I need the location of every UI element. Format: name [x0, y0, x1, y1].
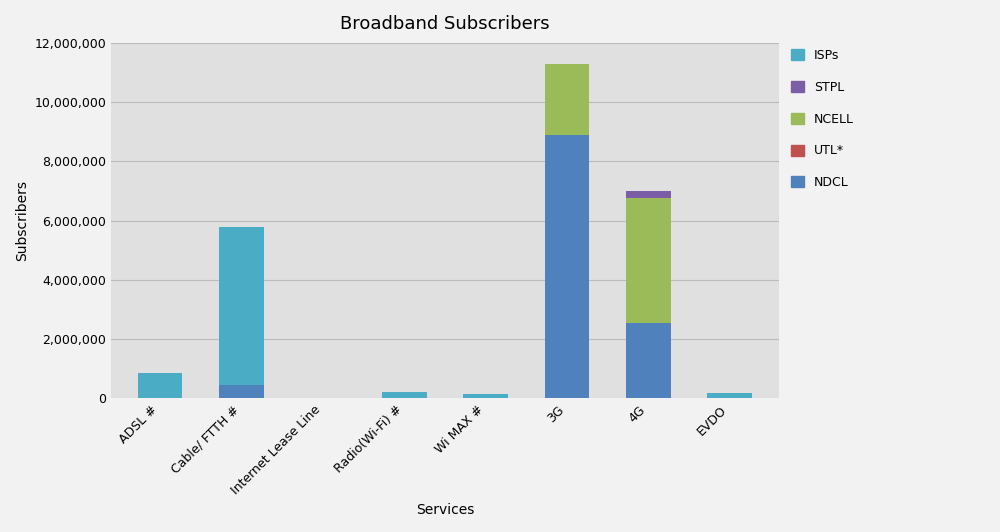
X-axis label: Services: Services — [416, 503, 474, 517]
Bar — [707, 393, 752, 398]
Bar — [300, 397, 345, 398]
Bar — [626, 323, 671, 398]
Bar — [626, 198, 671, 323]
Bar — [138, 373, 182, 398]
Bar — [219, 227, 264, 385]
Bar — [626, 191, 671, 198]
Bar — [463, 394, 508, 398]
Bar — [545, 135, 589, 398]
Bar — [219, 385, 264, 398]
Legend: ISPs, STPL, NCELL, UTL*, NDCL: ISPs, STPL, NCELL, UTL*, NDCL — [791, 49, 854, 189]
Bar — [382, 392, 427, 398]
Bar — [545, 64, 589, 135]
Title: Broadband Subscribers: Broadband Subscribers — [340, 15, 550, 33]
Y-axis label: Subscribers: Subscribers — [15, 180, 29, 261]
